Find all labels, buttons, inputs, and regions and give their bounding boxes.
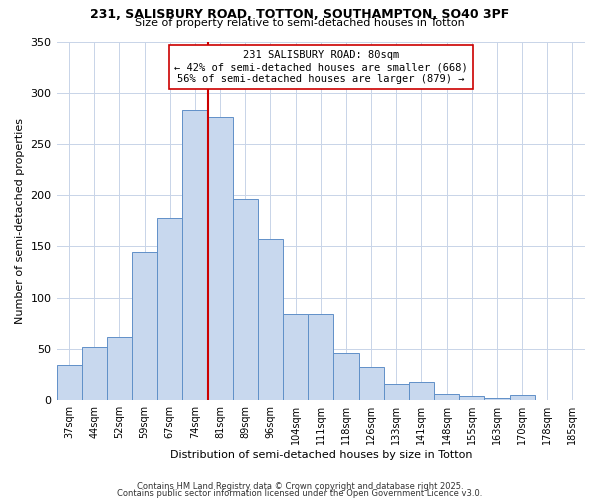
Bar	[56, 366, 82, 400]
Bar	[484, 398, 509, 400]
Text: 231 SALISBURY ROAD: 80sqm
← 42% of semi-detached houses are smaller (668)
56% of: 231 SALISBURY ROAD: 80sqm ← 42% of semi-…	[174, 50, 467, 84]
Bar	[132, 252, 157, 400]
Bar	[509, 395, 535, 400]
Bar	[107, 336, 132, 400]
Bar	[182, 110, 208, 400]
Bar	[208, 118, 233, 400]
Text: Size of property relative to semi-detached houses in Totton: Size of property relative to semi-detach…	[135, 18, 465, 28]
Bar	[334, 353, 359, 400]
Bar	[233, 200, 258, 400]
Text: Contains public sector information licensed under the Open Government Licence v3: Contains public sector information licen…	[118, 490, 482, 498]
Bar	[283, 314, 308, 400]
Bar	[409, 382, 434, 400]
Bar	[308, 314, 334, 400]
Bar	[383, 384, 409, 400]
Bar	[434, 394, 459, 400]
Bar	[157, 218, 182, 400]
Bar	[359, 368, 383, 400]
Bar	[82, 347, 107, 400]
Text: Contains HM Land Registry data © Crown copyright and database right 2025.: Contains HM Land Registry data © Crown c…	[137, 482, 463, 491]
Bar	[258, 240, 283, 400]
Text: 231, SALISBURY ROAD, TOTTON, SOUTHAMPTON, SO40 3PF: 231, SALISBURY ROAD, TOTTON, SOUTHAMPTON…	[91, 8, 509, 20]
Y-axis label: Number of semi-detached properties: Number of semi-detached properties	[15, 118, 25, 324]
X-axis label: Distribution of semi-detached houses by size in Totton: Distribution of semi-detached houses by …	[170, 450, 472, 460]
Bar	[459, 396, 484, 400]
